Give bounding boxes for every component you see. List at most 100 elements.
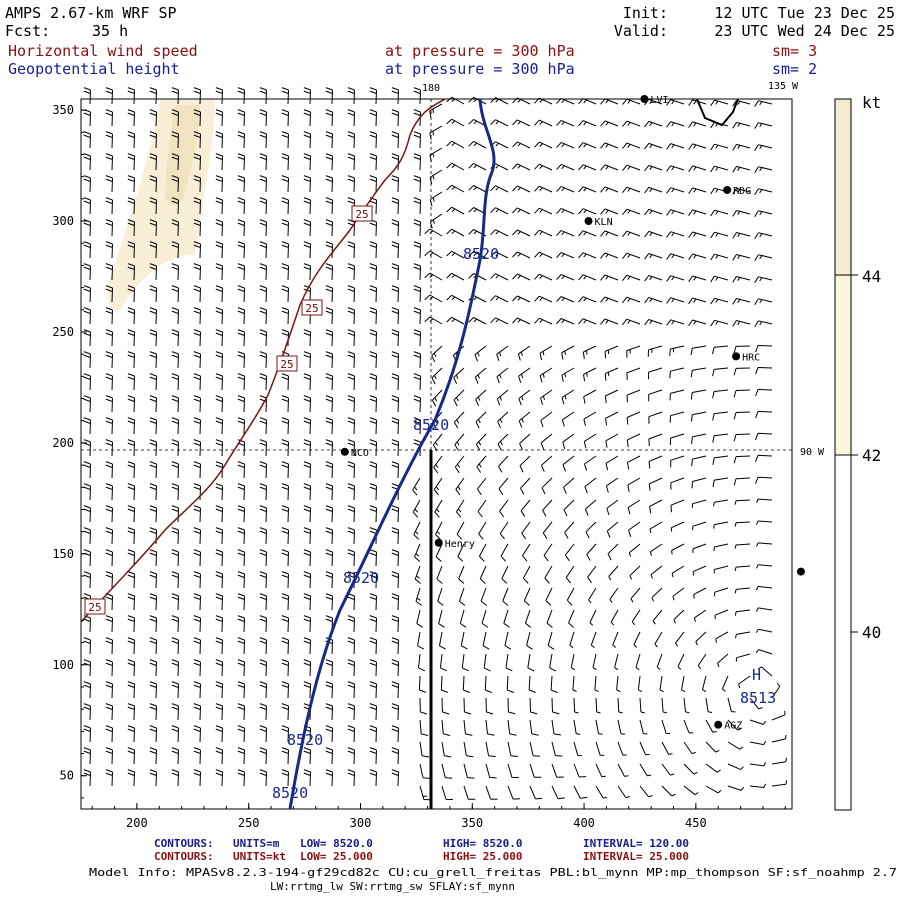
wind-barb (666, 253, 685, 260)
wind-barb (497, 411, 509, 429)
wind-barb (583, 411, 597, 427)
wind-barb (105, 703, 113, 721)
wind-barb (149, 219, 157, 237)
wind-barb (347, 109, 355, 127)
wind-barb (648, 433, 663, 447)
wind-barb (733, 389, 751, 398)
wind-barb (506, 675, 514, 693)
wind-barb (391, 351, 399, 369)
wind-barb (105, 505, 113, 523)
wind-barb (507, 741, 518, 757)
wind-barb (193, 307, 201, 325)
wind-barb (659, 675, 664, 693)
wind-barb (600, 98, 619, 105)
wind-barb (127, 329, 135, 347)
wind-barb (644, 297, 663, 304)
label-box-25-a (351, 205, 373, 222)
wind-barb (710, 165, 729, 173)
wind-barb (756, 564, 773, 569)
wind-barb (561, 367, 575, 382)
wind-barb (413, 307, 421, 325)
wind-barb (482, 631, 490, 650)
wind-barb (733, 367, 751, 376)
wind-barb (566, 587, 575, 606)
wind-barb (303, 549, 311, 567)
wind-barb (391, 395, 399, 413)
wind-barb (710, 231, 729, 239)
wind-barb (755, 410, 773, 419)
wind-barb (649, 543, 663, 556)
colorbar-label-42: 42 (862, 446, 881, 465)
wind-barb (733, 455, 751, 464)
wind-barb (391, 197, 399, 215)
wind-barb (303, 175, 311, 193)
station-label: NCO (351, 448, 369, 459)
wind-barb (303, 109, 311, 127)
wind-barb (556, 141, 575, 149)
wind-barb (259, 615, 267, 633)
wind-barb (83, 417, 91, 435)
station-dot (723, 185, 732, 194)
footer-units-1: UNITS=m (233, 837, 280, 850)
wind-barb (215, 241, 223, 259)
wind-barb (391, 263, 399, 281)
wind-barb (149, 109, 157, 127)
wind-barb (215, 373, 223, 391)
model-info: Model Info: MPASv8.2.3-194-gf29cd82c CU:… (89, 866, 897, 879)
wind-barb (605, 477, 619, 493)
wind-barb (347, 549, 355, 567)
wind-barb (127, 571, 135, 589)
colorbar-band-high (834, 98, 852, 276)
label-box-25-c (276, 355, 298, 372)
wind-barb (661, 763, 675, 776)
wind-barb (600, 296, 619, 303)
high-marker: H (752, 666, 761, 684)
wind-barb (475, 433, 487, 451)
wind-barb (369, 219, 377, 237)
wind-barb (215, 703, 223, 721)
wind-barb (105, 417, 113, 435)
wind-barb (541, 455, 553, 472)
wind-barb (749, 783, 766, 788)
wind-barb (149, 527, 157, 545)
wind-barb (595, 763, 606, 778)
wind-barb (483, 653, 491, 672)
wind-barb (433, 477, 443, 496)
wind-barb (705, 741, 720, 753)
wind-barb (666, 99, 685, 106)
wind-barb (771, 682, 781, 699)
wind-barb (105, 549, 113, 567)
station-dot (434, 538, 443, 547)
wind-barb (589, 609, 597, 626)
wind-barb (193, 527, 201, 545)
wind-barb (413, 329, 421, 347)
wind-barb (756, 520, 773, 525)
wind-barb (570, 653, 576, 671)
wind-barb (412, 477, 421, 496)
wind-barb (105, 637, 113, 655)
wind-barb (617, 697, 623, 714)
wind-barb (369, 131, 377, 149)
wind-barb (237, 175, 245, 193)
wind-barb (446, 140, 465, 149)
wind-barb (498, 477, 509, 495)
wind-barb (648, 389, 663, 402)
coastline (696, 98, 739, 127)
wind-barb (594, 675, 599, 692)
wind-barb (505, 653, 513, 672)
wind-barb (463, 763, 475, 779)
wind-barb (259, 175, 267, 193)
wind-barb (127, 285, 135, 303)
wind-barb (435, 521, 443, 540)
wind-barb (281, 417, 289, 435)
wind-barb (259, 681, 267, 699)
wind-barb (649, 521, 663, 534)
wind-barb (705, 763, 721, 773)
wind-barb (490, 207, 509, 215)
wind-barb (237, 681, 245, 699)
contour-labels: 8520 8520 8520 8520 8520 H 8513 25 25 25… (84, 205, 776, 802)
wind-barb (171, 571, 179, 589)
wind-barb (325, 351, 333, 369)
wind-barb (600, 164, 619, 171)
wind-barb (480, 587, 487, 606)
